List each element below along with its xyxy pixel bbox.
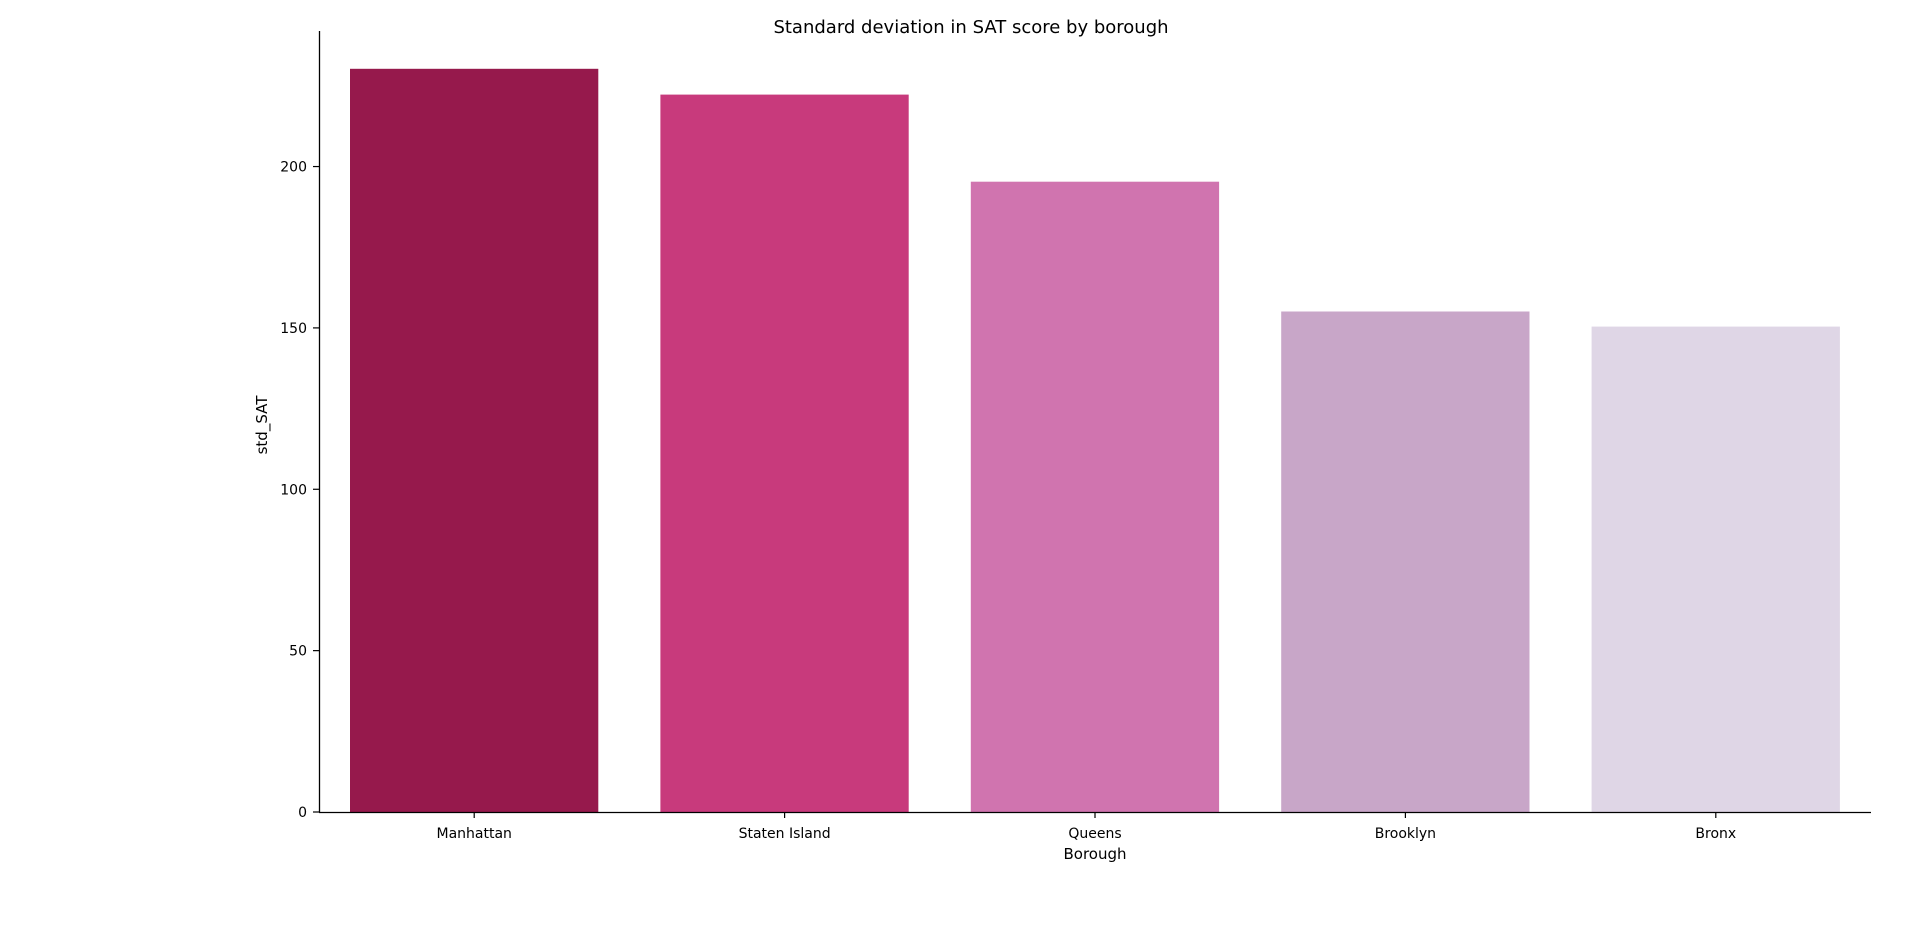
x-axis-label: Borough	[1063, 845, 1126, 863]
bar-queens	[970, 181, 1220, 812]
y-tick-label: 150	[280, 321, 307, 337]
bars-layer	[350, 68, 1840, 813]
chart-title: Standard deviation in SAT score by borou…	[773, 17, 1168, 38]
x-tick-label: Bronx	[1695, 826, 1736, 842]
y-ticks: 0 50 100 150 200	[280, 160, 319, 821]
x-tick-label: Manhattan	[436, 826, 511, 842]
y-tick-label: 0	[298, 805, 307, 821]
x-ticks: Manhattan Staten Island Queens Brooklyn Bron…	[436, 812, 1736, 842]
bar-manhattan	[350, 68, 599, 813]
bar-bronx	[1591, 326, 1840, 812]
bar-brooklyn	[1281, 311, 1530, 812]
y-tick-label: 200	[280, 160, 307, 176]
bar-staten-island	[660, 94, 909, 813]
x-tick-label: Staten Island	[739, 826, 831, 842]
y-tick-label: 50	[289, 644, 307, 660]
y-tick-label: 100	[280, 482, 307, 498]
y-axis-label: std_SAT	[253, 395, 272, 455]
x-tick-label: Brooklyn	[1375, 826, 1436, 842]
x-tick-label: Queens	[1068, 826, 1121, 842]
